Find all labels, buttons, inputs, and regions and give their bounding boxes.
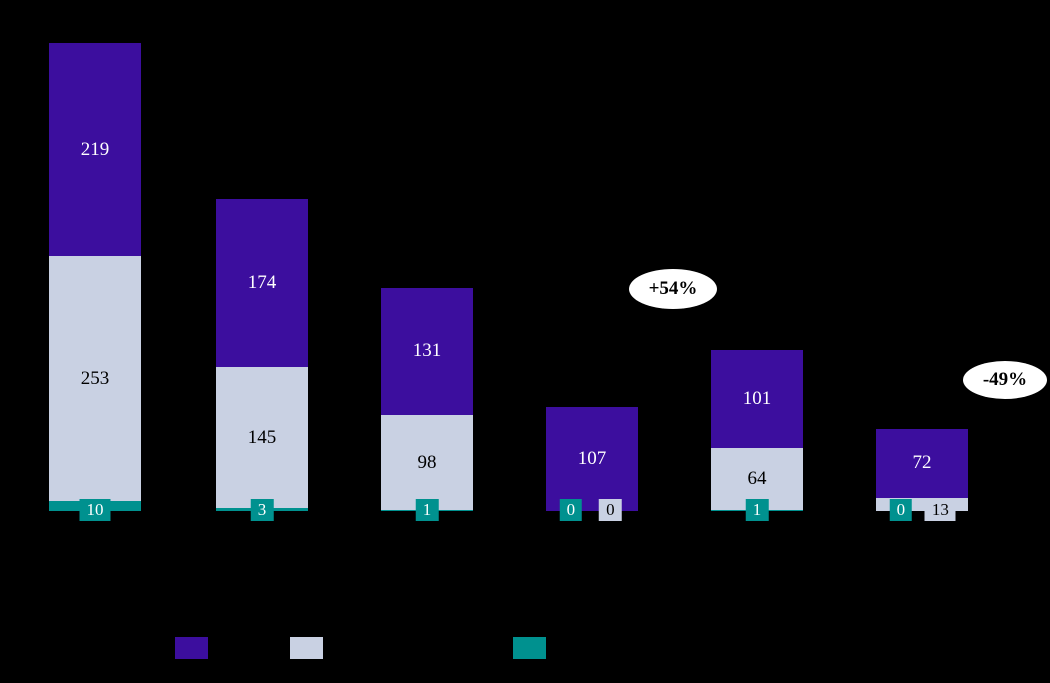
bar-segment-gray [216,367,308,509]
segment-value-label: 174 [247,272,277,294]
segment-value-label: 72 [912,452,932,474]
segment-value-label: 131 [412,340,442,362]
bar-segment-gray [49,255,141,502]
annotation-bubble-plus54: +54% [629,269,717,309]
segment-value-label: 64 [747,467,767,489]
bar-segment-purple [381,287,473,415]
bar-segment-purple [876,428,968,499]
annotation-text: +54% [648,278,698,299]
annotation-bubble-minus49: -49% [963,361,1047,399]
small-value-badge-teal: 1 [745,499,769,521]
small-value-badge-teal: 10 [79,499,111,521]
segment-value-label: 98 [417,451,437,473]
small-value-badge-teal: 1 [415,499,439,521]
bar-segment-gray [381,414,473,511]
segment-value-label: 219 [80,138,110,160]
legend [0,637,1050,659]
small-value-badge-gray: 13 [924,499,956,521]
small-value-badge-gray: 0 [599,499,622,521]
segment-value-label: 145 [247,426,277,448]
legend-swatch-teal [513,637,546,659]
bar-segment-purple [216,198,308,368]
segment-value-label: 107 [577,448,607,470]
bar-segment-purple [546,407,638,511]
legend-swatch-gray [290,637,323,659]
bar-segment-purple [711,349,803,448]
bar-segment-purple [49,43,141,256]
segment-value-label: 101 [742,387,772,409]
small-value-badge-teal: 3 [250,499,274,521]
small-value-badge-teal: 0 [889,499,913,521]
small-value-badge-teal: 0 [559,499,583,521]
annotation-text: -49% [982,369,1028,390]
segment-value-label: 253 [80,367,110,389]
legend-swatch-purple [175,637,208,659]
